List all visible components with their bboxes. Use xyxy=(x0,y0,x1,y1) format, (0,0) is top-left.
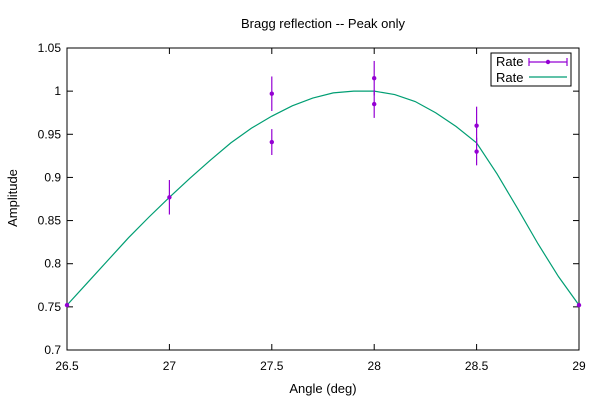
x-tick-label: 28.5 xyxy=(465,359,489,373)
x-tick-label: 29 xyxy=(572,359,586,373)
x-tick-label: 26.5 xyxy=(55,359,79,373)
data-point xyxy=(167,195,172,200)
data-point xyxy=(372,101,377,107)
data-point xyxy=(576,302,582,308)
fit-curve-line xyxy=(66,90,580,306)
y-tick-label: 0.7 xyxy=(44,343,61,357)
y-axis-ticks: 0.7 0.75 0.8 0.85 0.9 0.95 1 1.05 xyxy=(38,41,579,357)
x-tick-label: 27.5 xyxy=(260,359,284,373)
x-axis-title: Angle (deg) xyxy=(289,381,356,396)
y-tick-label: 0.8 xyxy=(44,257,61,271)
legend-swatch-point xyxy=(545,59,551,65)
data-point xyxy=(269,91,274,96)
legend-box xyxy=(490,52,572,87)
y-tick-label: 0.75 xyxy=(38,300,62,314)
plot-frame xyxy=(66,47,580,351)
data-point xyxy=(372,76,377,81)
y-tick-label: 0.95 xyxy=(38,127,62,141)
y-tick-label: 1 xyxy=(54,84,61,98)
x-tick-label: 27 xyxy=(163,359,177,373)
plot-border xyxy=(66,47,580,351)
x-axis-ticks: 26.5 27 27.5 28 28.5 29 xyxy=(55,48,586,373)
y-axis-title: Amplitude xyxy=(5,169,20,227)
legend-label: Rate xyxy=(496,54,523,69)
data-point xyxy=(64,302,70,308)
x-tick-label: 28 xyxy=(368,359,382,373)
chart-title: Bragg reflection -- Peak only xyxy=(241,16,406,31)
data-point xyxy=(474,149,479,154)
y-tick-label: 1.05 xyxy=(38,41,62,55)
series-layer xyxy=(64,60,582,308)
data-point xyxy=(269,139,274,145)
y-tick-label: 0.85 xyxy=(38,214,62,228)
legend-label: Rate xyxy=(496,70,523,85)
data-point xyxy=(474,123,479,128)
y-tick-label: 0.9 xyxy=(44,170,61,184)
